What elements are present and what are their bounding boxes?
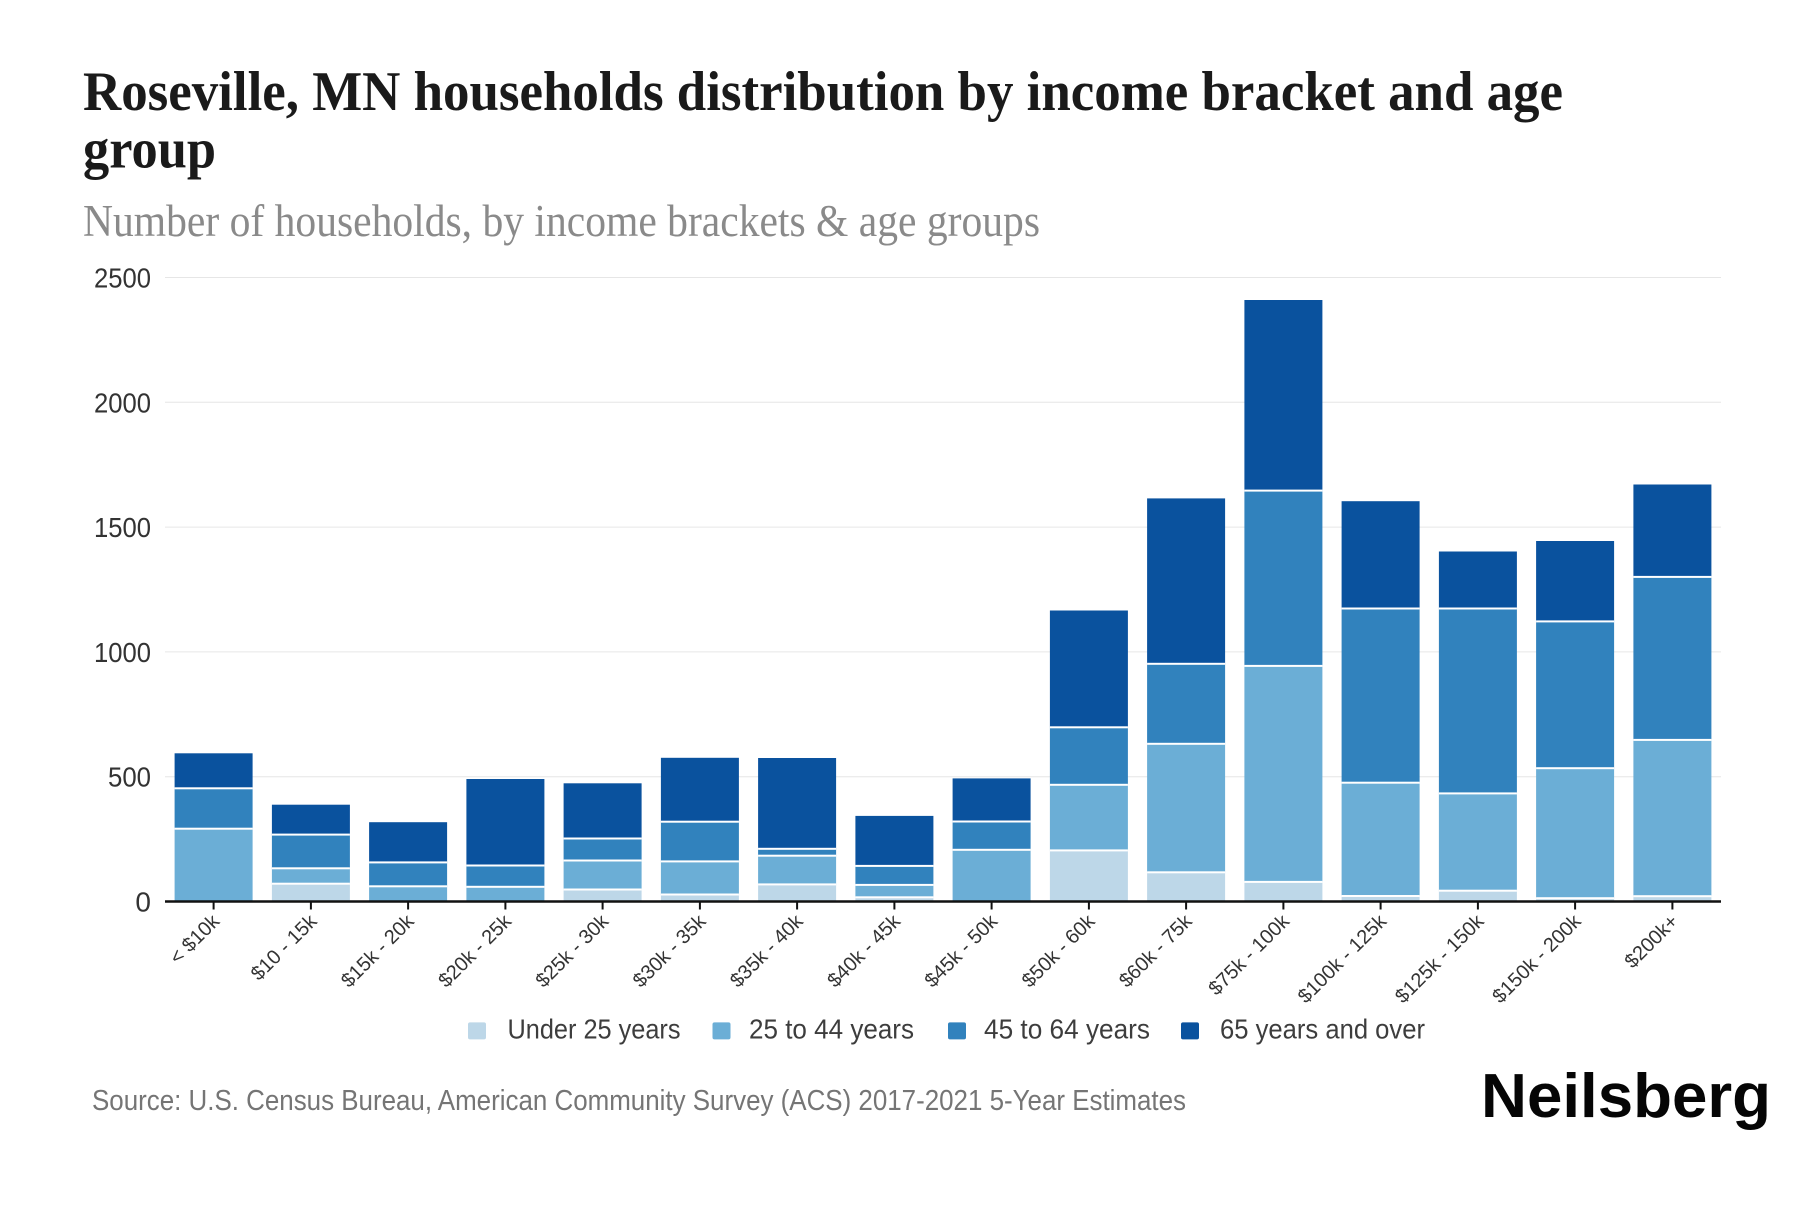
svg-text:2500: 2500 <box>94 263 151 294</box>
svg-text:45 to 64 years: 45 to 64 years <box>984 1014 1150 1045</box>
svg-text:25 to 44 years: 25 to 44 years <box>749 1014 914 1045</box>
svg-text:Roseville, MN households distr: Roseville, MN households distribution by… <box>83 61 1563 123</box>
svg-text:Source: U.S. Census Bureau, Am: Source: U.S. Census Bureau, American Com… <box>92 1085 1186 1117</box>
svg-text:Under 25 years: Under 25 years <box>508 1014 681 1045</box>
svg-text:group: group <box>83 119 216 181</box>
svg-text:1500: 1500 <box>94 512 151 543</box>
svg-text:Number of households, by incom: Number of households, by income brackets… <box>83 196 1040 246</box>
svg-text:500: 500 <box>108 762 151 793</box>
svg-text:65 years and over: 65 years and over <box>1220 1014 1425 1045</box>
svg-text:2000: 2000 <box>94 387 151 418</box>
svg-text:Neilsberg: Neilsberg <box>1481 1062 1771 1131</box>
svg-text:0: 0 <box>135 887 151 918</box>
svg-text:1000: 1000 <box>94 637 151 668</box>
